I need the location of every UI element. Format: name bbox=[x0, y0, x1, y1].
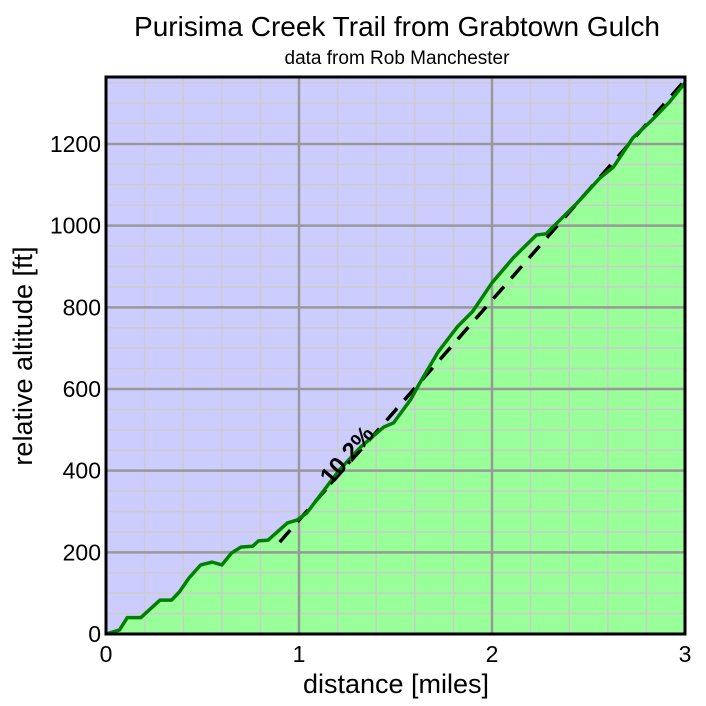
area-fill bbox=[106, 82, 685, 634]
y-tick-label: 800 bbox=[63, 294, 101, 320]
x-tick-label: 1 bbox=[293, 641, 306, 667]
x-tick-label: 3 bbox=[679, 641, 692, 667]
x-tick-label: 0 bbox=[100, 641, 113, 667]
tick-labels: 0 1 2 3 0 200 400 600 800 1000 1200 bbox=[50, 131, 692, 667]
elevation-profile-line bbox=[105, 81, 687, 636]
x-tick-label: 2 bbox=[486, 641, 499, 667]
y-axis-label: relative altitude [ft] bbox=[8, 246, 38, 465]
y-tick-label: 400 bbox=[63, 458, 101, 484]
plot-border bbox=[104, 75, 687, 636]
chart-subtitle: data from Rob Manchester bbox=[285, 48, 511, 69]
y-tick-label: 0 bbox=[88, 621, 101, 647]
y-tick-label: 200 bbox=[63, 539, 101, 565]
x-axis-label: distance [miles] bbox=[303, 669, 489, 699]
y-tick-label: 600 bbox=[63, 376, 101, 402]
y-tick-label: 1200 bbox=[50, 131, 101, 157]
y-tick-label: 1000 bbox=[50, 213, 101, 239]
chart-title: Purisima Creek Trail from Grabtown Gulch bbox=[134, 11, 660, 42]
plot-area: 10.2% bbox=[104, 75, 687, 636]
grade-fit-line bbox=[278, 79, 687, 544]
